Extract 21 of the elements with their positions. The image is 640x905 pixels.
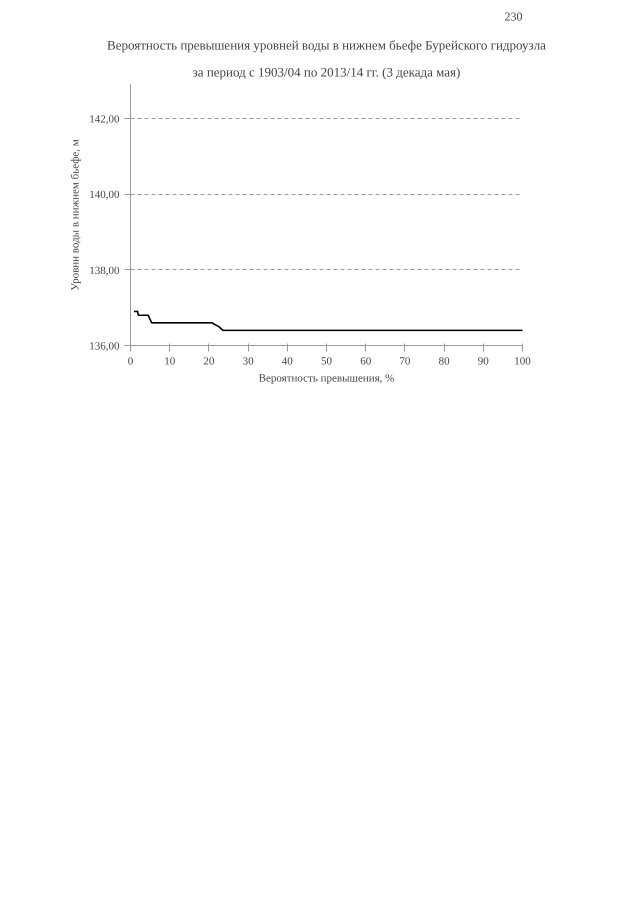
text: 230 bbox=[504, 10, 522, 24]
y-tick-label: 136,00 bbox=[89, 340, 120, 352]
x-tick-label: 30 bbox=[242, 356, 254, 368]
y-tick-label: 138,00 bbox=[89, 264, 120, 277]
x-tick-label: 90 bbox=[478, 356, 490, 368]
chart-title: Вероятность превышения уровней воды в нижнем бьефе Бурейского гидроузла bbox=[107, 38, 546, 52]
x-tick-label: 40 bbox=[282, 356, 294, 368]
line-series bbox=[133, 310, 522, 332]
x-tick-label: 100 bbox=[514, 356, 532, 368]
x-tick-label: 10 bbox=[164, 356, 176, 368]
x-tick-label: 20 bbox=[203, 356, 215, 368]
x-axis-title: Вероятность превышения, % bbox=[258, 372, 394, 384]
x-tick-label: 70 bbox=[399, 356, 411, 368]
x-tick-label: 60 bbox=[360, 356, 372, 368]
y-tick-label: 142,00 bbox=[89, 114, 120, 126]
x-tick-label: 50 bbox=[321, 356, 332, 368]
x-tick-label: 80 bbox=[438, 356, 450, 368]
chart-subtitle: за период с 1903/04 по 2013/14 гг. (3 декада мая) bbox=[192, 64, 460, 80]
x-tick-label: 0 bbox=[128, 356, 134, 368]
y-axis-title: Уровни воды в нижнем бьефе, м bbox=[69, 139, 82, 291]
y-tick-label: 140,00 bbox=[89, 189, 120, 202]
